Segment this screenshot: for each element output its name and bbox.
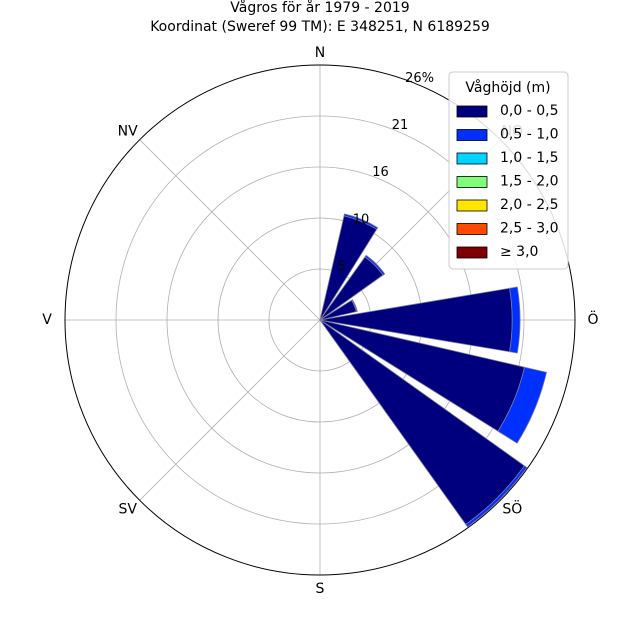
sectors [319,213,547,528]
legend-swatch-5 [456,223,488,235]
legend: Våghöjd (m) 0,0 - 0,5 0,5 - 1,0 1,0 - 1,5 1,… [448,71,569,270]
direction-label-5: SV [118,501,137,517]
legend-entry-4: 2,0 - 2,5 [500,197,558,213]
sector-3-bin-1 [509,286,521,354]
legend-swatch-1 [456,129,488,141]
radial-tick-label-0: 5 [337,259,345,274]
radial-tick-label-1: 10 [353,212,370,227]
radial-tick-label-2: 16 [372,165,389,180]
direction-label-6: V [42,312,52,328]
legend-title: Våghöjd (m) [465,79,550,96]
chart-subtitle: Koordinat (Sweref 99 TM): E 348251, N 61… [150,19,490,35]
legend-swatch-0 [456,105,488,118]
legend-entry-2: 1,0 - 1,5 [500,150,558,166]
sector-1-bin-1 [364,254,386,276]
grid-spoke-5 [139,319,321,501]
direction-label-7: NV [118,124,138,140]
legend-entry-3: 1,5 - 2,0 [500,174,558,190]
outer-frame [64,64,576,576]
legend-frame [448,71,569,270]
direction-label-4: S [316,581,325,597]
legend-swatch-2 [456,152,488,165]
radial-tick-label-4: 26% [405,71,434,86]
legend-swatch-6 [456,246,488,259]
direction-label-3: SÖ [502,499,522,517]
sector-2-bin-1 [351,299,358,313]
legend-swatch-4 [456,199,488,212]
legend-entry-0: 0,0 - 0,5 [500,103,558,119]
chart-title: Vågros för år 1979 - 2019 [230,0,410,16]
legend-entry-1: 0,5 - 1,0 [500,127,558,143]
legend-entry-6: ≥ 3,0 [500,244,538,260]
radial-tick-label-3: 21 [392,118,409,133]
direction-label-2: Ö [587,310,598,328]
axis-labels: NNOÖSÖSSVVNV510162126% [42,45,598,597]
sector-0-bin-1 [343,213,379,230]
grid-spoke-7 [139,139,321,321]
legend-entry-5: 2,5 - 3,0 [500,221,558,237]
sector-5-bin-1 [465,465,528,528]
legend-swatch-3 [456,176,488,188]
direction-label-0: N [315,45,325,61]
sector-4-bin-1 [497,366,547,444]
